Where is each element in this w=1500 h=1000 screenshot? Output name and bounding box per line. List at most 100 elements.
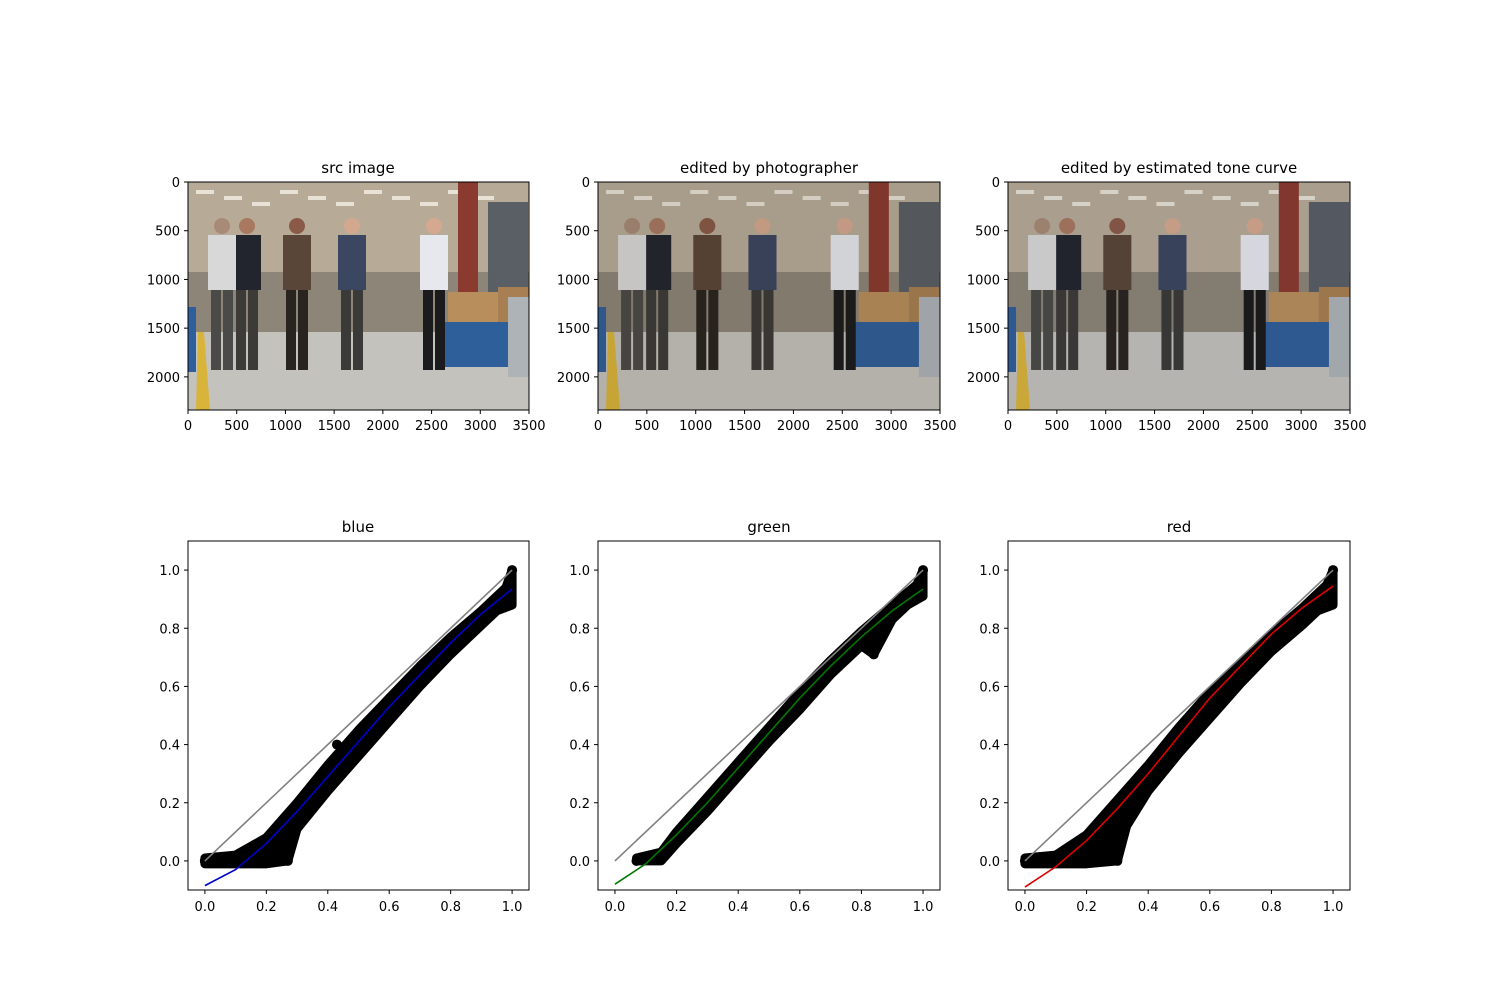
photo-person-leg: [763, 290, 774, 370]
photo-ceiling-light: [476, 196, 494, 200]
x-tick-label: 3000: [875, 419, 908, 434]
photo-person-torso: [283, 235, 311, 290]
photo-person-leg: [1161, 290, 1172, 370]
photo-ceiling-light: [886, 196, 905, 200]
photo-ceiling-light: [280, 190, 298, 194]
photo-person-head: [1164, 217, 1181, 235]
y-tick-label: 0.8: [569, 622, 590, 637]
x-tick-label: 500: [224, 419, 249, 434]
photo-person-head: [649, 217, 666, 235]
axes-frame: [1007, 181, 1351, 411]
photo-wire-cart: [918, 297, 940, 377]
y-tick-label: 2000: [147, 371, 180, 386]
photo-1: [598, 182, 940, 410]
photo-person-leg: [751, 290, 762, 370]
photo-person-torso: [233, 235, 261, 290]
photo-ceiling-light: [196, 190, 214, 194]
x-tick-label: 2500: [1236, 419, 1269, 434]
photo-ceiling-light: [336, 202, 354, 206]
photo-person-head: [214, 218, 230, 234]
x-tick-label: 0.4: [317, 900, 338, 915]
photo-person-head: [1034, 217, 1051, 235]
photo-person-leg: [1243, 290, 1254, 370]
x-tick-label: 0.6: [789, 900, 810, 915]
x-tick-label: 2000: [366, 419, 399, 434]
y-tick-label: 0.0: [979, 855, 1000, 870]
y-tick-label: 500: [565, 225, 590, 240]
photo-person-torso: [618, 235, 647, 290]
photo-person-leg: [696, 290, 707, 370]
photo-ceiling-light: [718, 196, 737, 200]
photo-person-head: [239, 218, 255, 234]
scatter-point: [282, 855, 293, 866]
panel-title-green: green: [747, 518, 790, 536]
y-tick-label: 0.8: [159, 622, 180, 637]
photo-person-torso: [420, 235, 448, 290]
axes-frame: [1007, 540, 1351, 891]
photo-ceiling-light: [1128, 196, 1147, 200]
photo-wire-cart: [1328, 297, 1350, 377]
y-tick-label: 1500: [967, 322, 1000, 337]
photo-person-leg: [621, 290, 632, 370]
axes-frame: [597, 540, 941, 891]
y-tick-label: 0.6: [979, 680, 1000, 695]
photo-ceiling-light: [392, 196, 410, 200]
photo-person-torso: [1158, 235, 1187, 290]
photo-person-leg: [1173, 290, 1184, 370]
scatter-band: [200, 565, 517, 869]
y-tick-label: 0.2: [979, 797, 1000, 812]
photo-person-torso: [1053, 235, 1082, 290]
panel-title-red: red: [1167, 518, 1192, 536]
fitted-tone-curve: [1024, 585, 1334, 888]
photo-person-leg: [646, 290, 657, 370]
y-tick-label: 1.0: [979, 564, 1000, 579]
image-panel: 0 500 1000 1500 2000 2500 3000 3500 0 500 1000 1500…: [967, 176, 1367, 434]
x-tick-label: 500: [1044, 419, 1069, 434]
x-tick-label: 3500: [923, 419, 956, 434]
photo-person-leg: [633, 290, 644, 370]
y-tick-label: 0: [582, 176, 590, 191]
x-tick-label: 1000: [679, 419, 712, 434]
photo-ceiling-light: [1184, 190, 1203, 194]
photo-person-torso: [1103, 235, 1132, 290]
x-tick-label: 2500: [415, 419, 448, 434]
scatter-panel-blue: 0.0 0.2 0.4 0.6 0.8 1.0 0.0 0.2 0.4 0.6 0.8 1.0: [159, 540, 530, 915]
scatter-point: [631, 855, 642, 866]
x-tick-label: 1.0: [913, 900, 934, 915]
photo-ceiling-light: [224, 196, 242, 200]
scatter-point: [331, 739, 342, 750]
photo-person-leg: [298, 290, 308, 370]
x-tick-label: 1000: [269, 419, 302, 434]
photo-ceiling-light: [1100, 190, 1119, 194]
y-tick-label: 0.4: [159, 739, 180, 754]
y-tick-label: 2000: [967, 371, 1000, 386]
x-tick-label: 3000: [1285, 419, 1318, 434]
photo-yellow-stripe: [196, 332, 210, 410]
x-tick-label: 0.2: [256, 900, 277, 915]
y-tick-label: 1500: [557, 322, 590, 337]
photo-ceiling-light: [830, 202, 849, 206]
photo-blue-racks: [853, 322, 924, 367]
scatter-point: [868, 649, 879, 660]
photo-person-torso: [830, 235, 859, 290]
x-tick-label: 0.0: [1015, 900, 1036, 915]
photo-box: [448, 292, 498, 322]
identity-line: [1024, 569, 1334, 862]
photo-blue-racks: [1263, 322, 1334, 367]
x-tick-label: 1500: [728, 419, 761, 434]
photo-person-head: [624, 217, 641, 235]
fitted-tone-curve: [204, 588, 513, 887]
photo-ceiling-light: [606, 190, 625, 194]
y-tick-label: 0.0: [569, 855, 590, 870]
photo-person-head: [754, 217, 771, 235]
photo-tone-overlay: [1008, 182, 1350, 410]
photo-person-leg: [353, 290, 363, 370]
photo-box: [1268, 292, 1319, 322]
x-tick-label: 1500: [318, 419, 351, 434]
panel-title-edited-by-photographer: edited by photographer: [680, 159, 859, 177]
photo-person-leg: [1056, 290, 1067, 370]
photo-person-leg: [423, 290, 433, 370]
photo-machine: [898, 202, 939, 292]
photo-ceiling-light: [1044, 196, 1063, 200]
